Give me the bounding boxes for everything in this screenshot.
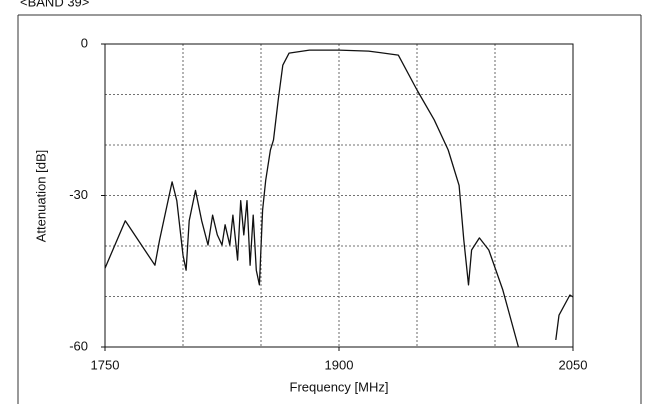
y-tick-label: -30 bbox=[69, 187, 88, 202]
x-axis-label: Frequency [MHz] bbox=[290, 379, 389, 394]
x-tick-label: 1900 bbox=[325, 357, 354, 372]
x-tick-label: 1750 bbox=[91, 357, 120, 372]
y-tick-label: 0 bbox=[81, 35, 88, 50]
line bbox=[104, 49, 574, 348]
x-tick-label: 2050 bbox=[559, 357, 588, 372]
y-tick-label: -60 bbox=[69, 338, 88, 353]
y-axis-label: Attenuation [dB] bbox=[33, 150, 48, 243]
chart-title: <BAND 39> bbox=[20, 0, 89, 9]
